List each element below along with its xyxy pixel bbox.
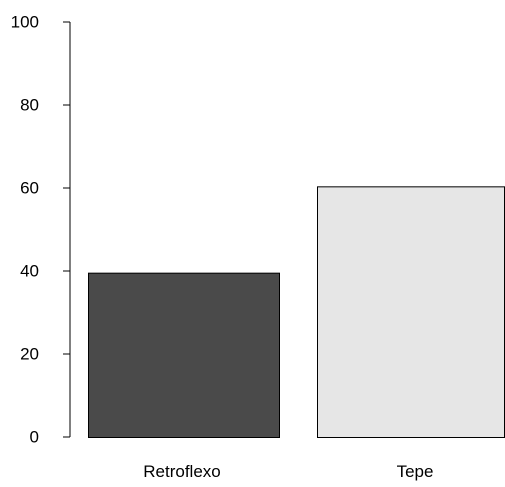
y-tick-label: 100 <box>11 13 39 32</box>
y-axis-ticks: 0 20 40 60 80 100 <box>11 13 70 447</box>
y-tick-label: 80 <box>20 96 39 115</box>
y-tick-label: 0 <box>30 428 39 447</box>
x-category-label: Tepe <box>397 462 434 481</box>
bars <box>88 186 505 438</box>
y-tick-label: 40 <box>20 262 39 281</box>
x-category-label: Retroflexo <box>143 462 220 481</box>
x-axis-labels: Retroflexo Tepe <box>143 462 433 481</box>
bar-tepe <box>317 186 505 438</box>
y-tick-label: 20 <box>20 345 39 364</box>
y-tick-label: 60 <box>20 179 39 198</box>
bar-retroflexo <box>88 272 280 438</box>
